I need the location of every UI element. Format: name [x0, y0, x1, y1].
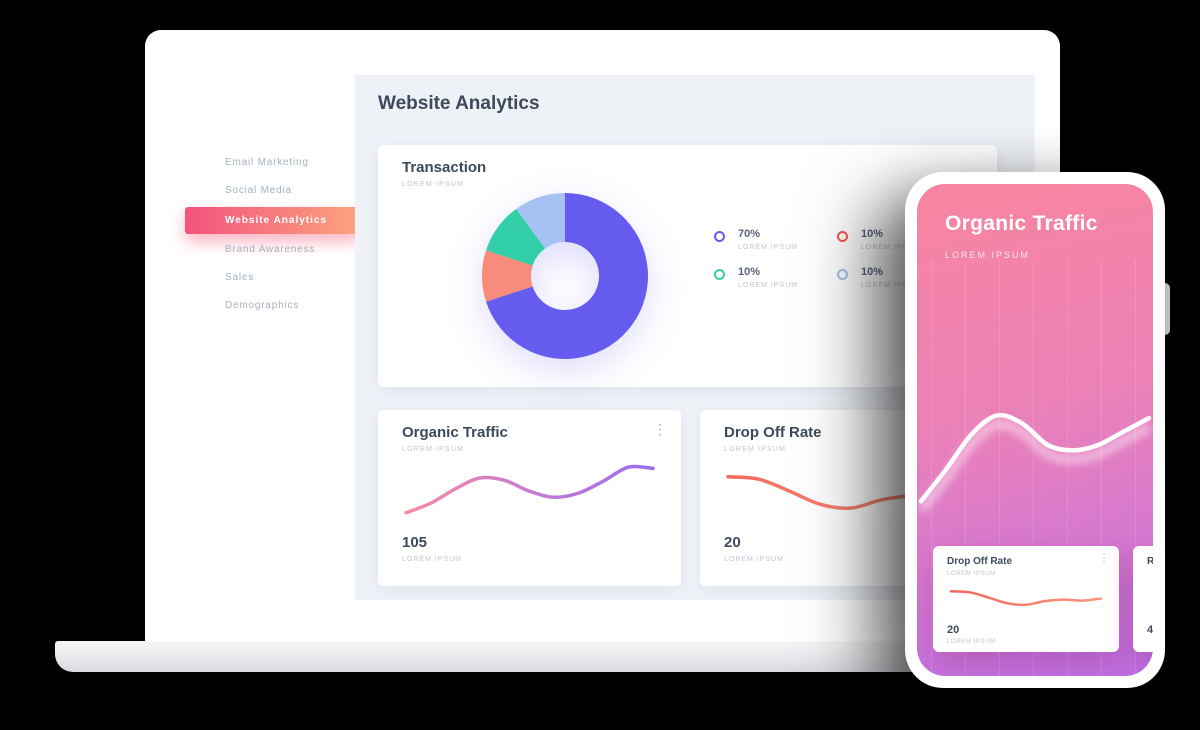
legend-ring-icon — [714, 231, 725, 242]
legend-pct: 10% — [861, 266, 884, 278]
phone-screen: Organic Traffic LOREM IPSUM Drop Off Rat… — [917, 184, 1153, 676]
sidebar-nav: Email Marketing Social Media Website Ana… — [145, 149, 362, 320]
phone-drop-off-card: Drop Off Rate LOREM IPSUM ⋮ 20 LOREM IPS… — [933, 546, 1119, 652]
sidebar-item-demographics[interactable]: Demographics — [225, 300, 300, 311]
phone-partial-card-title: R — [1147, 556, 1153, 567]
legend-caption: LOREM IPSUM — [861, 244, 922, 251]
kebab-menu-icon[interactable]: ⋮ — [653, 421, 667, 437]
laptop-mockup: Email Marketing Social Media Website Ana… — [145, 30, 1060, 642]
dropoff-metric-value: 20 — [724, 534, 741, 551]
organic-traffic-card: Organic Traffic LOREM IPSUM ⋮ 105 LOREM … — [378, 410, 681, 586]
dropoff-card-subtitle: LOREM IPSUM — [724, 446, 787, 453]
transaction-donut-chart — [482, 193, 648, 359]
transaction-card-title: Transaction — [402, 159, 487, 176]
legend-pct: 70% — [738, 228, 761, 240]
organic-card-title: Organic Traffic — [402, 424, 508, 441]
phone-partial-card-value: 4 — [1147, 624, 1153, 636]
phone-card-subtitle: LOREM IPSUM — [947, 571, 996, 577]
phone-page-title: Organic Traffic — [945, 212, 1098, 235]
phone-card-value: 20 — [947, 624, 960, 636]
legend-item: 10% LOREM IPSUM — [837, 267, 960, 305]
legend-pct: 10% — [861, 228, 884, 240]
transaction-card: Transaction LOREM IPSUM 70% LOREM IPSUM — [378, 145, 997, 387]
legend-caption: LOREM IPSUM — [738, 282, 799, 289]
legend-item: 10% LOREM IPSUM — [837, 229, 960, 267]
sidebar-item-social-media[interactable]: Social Media — [225, 185, 292, 196]
legend-item: 70% LOREM IPSUM — [714, 229, 837, 267]
organic-metric-value: 105 — [402, 534, 428, 551]
organic-card-subtitle: LOREM IPSUM — [402, 446, 465, 453]
kebab-menu-icon[interactable]: ⋮ — [1099, 553, 1109, 564]
legend-caption: LOREM IPSUM — [738, 244, 799, 251]
sidebar-item-sales[interactable]: Sales — [225, 272, 255, 283]
phone-card-value-caption: LOREM IPSUM — [947, 639, 996, 645]
organic-metric-caption: LOREM IPSUM — [402, 556, 463, 563]
page-title: Website Analytics — [378, 93, 540, 114]
phone-card-title: Drop Off Rate — [947, 556, 1012, 567]
legend-caption: LOREM IPSUM — [861, 282, 922, 289]
legend-ring-icon — [837, 231, 848, 242]
legend-pct: 10% — [738, 266, 761, 278]
organic-traffic-line-chart — [404, 464, 655, 515]
dropoff-card-title: Drop Off Rate — [724, 424, 822, 441]
donut-legend: 70% LOREM IPSUM 10% LOREM IPSUM — [714, 229, 960, 305]
sidebar-item-website-analytics[interactable]: Website Analytics — [185, 207, 362, 234]
dashboard-content: Website Analytics Transaction LOREM IPSU… — [355, 75, 1035, 600]
phone-partial-card: R 4 — [1133, 546, 1153, 652]
sidebar: Email Marketing Social Media Website Ana… — [145, 30, 362, 642]
transaction-card-subtitle: LOREM IPSUM — [402, 181, 465, 188]
legend-item: 10% LOREM IPSUM — [714, 267, 837, 305]
sidebar-item-brand-awareness[interactable]: Brand Awareness — [225, 244, 316, 255]
sidebar-item-email-marketing[interactable]: Email Marketing — [225, 157, 309, 168]
legend-ring-icon — [714, 269, 725, 280]
phone-mini-line-chart — [949, 590, 1103, 607]
phone-organic-traffic-line-chart — [917, 412, 1152, 514]
legend-ring-icon — [837, 269, 848, 280]
phone-mockup: Organic Traffic LOREM IPSUM Drop Off Rat… — [905, 172, 1165, 688]
phone-page-subtitle: LOREM IPSUM — [945, 250, 1031, 260]
dropoff-metric-caption: LOREM IPSUM — [724, 556, 785, 563]
